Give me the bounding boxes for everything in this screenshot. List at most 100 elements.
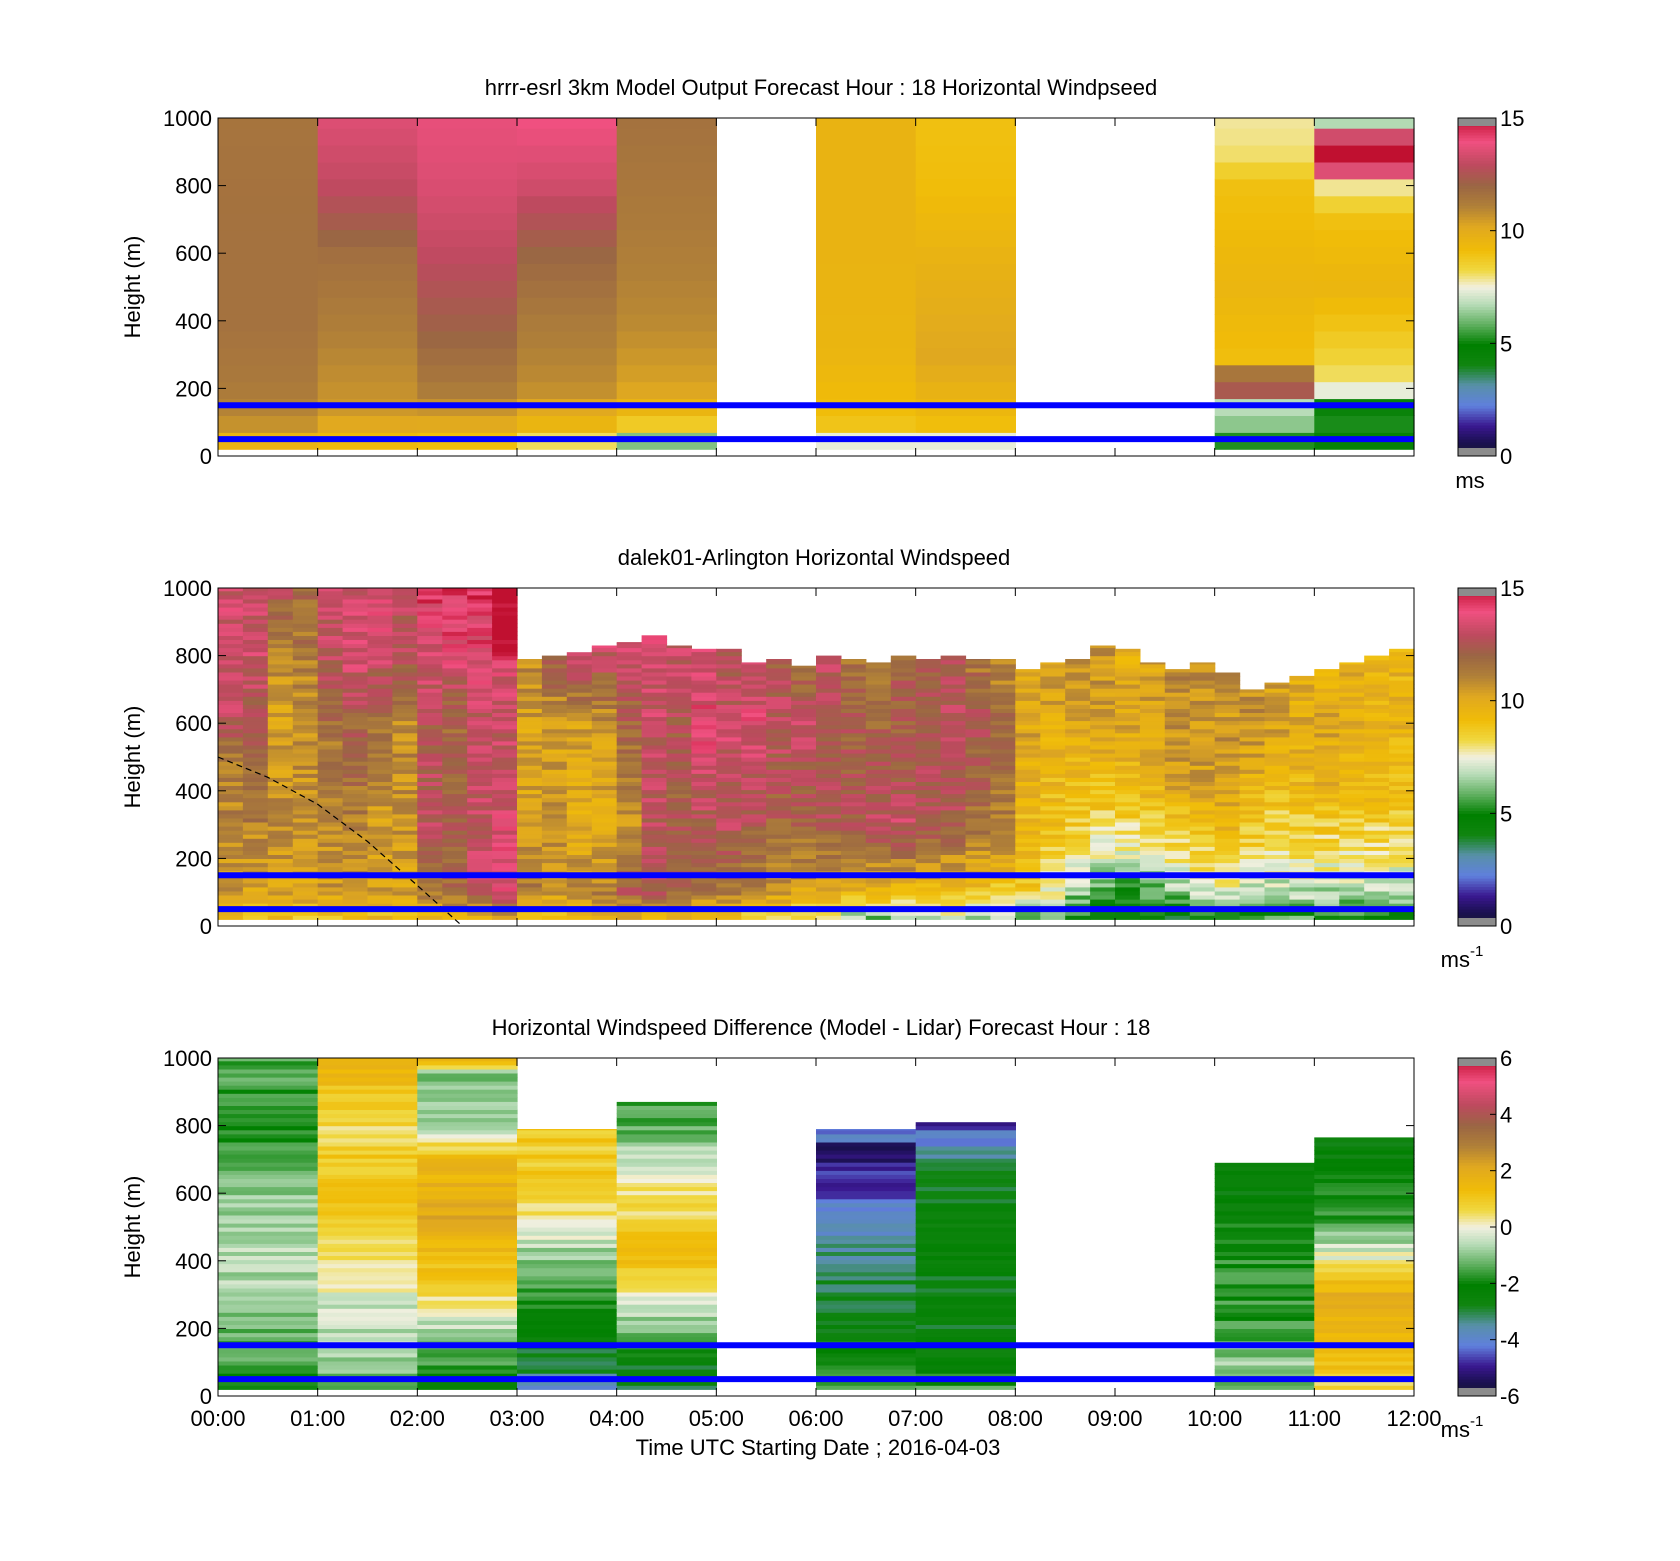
heatmap-cell bbox=[616, 1304, 717, 1309]
heatmap-cell bbox=[1314, 1263, 1415, 1269]
heatmap-cell bbox=[1115, 785, 1141, 791]
heatmap-cell bbox=[766, 659, 792, 665]
heatmap-cell bbox=[691, 773, 717, 778]
heatmap-cell bbox=[342, 858, 369, 864]
heatmap-cell bbox=[591, 692, 618, 697]
heatmap-cell bbox=[541, 712, 568, 718]
colorbar-segment bbox=[1458, 709, 1496, 713]
heatmap-cell bbox=[840, 728, 867, 734]
heatmap-cell bbox=[317, 830, 344, 835]
heatmap-cell bbox=[666, 890, 692, 896]
colorbar-segment bbox=[1458, 1272, 1496, 1276]
heatmap-cell bbox=[492, 615, 518, 620]
heatmap-cell bbox=[816, 1198, 917, 1204]
heatmap-cell bbox=[367, 769, 393, 774]
heatmap-cell bbox=[915, 858, 942, 864]
heatmap-cell bbox=[1090, 899, 1116, 904]
heatmap-cell bbox=[666, 797, 692, 803]
heatmap-cell bbox=[616, 1283, 717, 1289]
heatmap-cell bbox=[417, 1129, 518, 1135]
heatmap-cell bbox=[616, 1312, 717, 1317]
heatmap-cell bbox=[816, 834, 842, 839]
heatmap-cell bbox=[1214, 821, 1241, 827]
heatmap-cell bbox=[317, 663, 344, 669]
colorbar-segment bbox=[1458, 1108, 1496, 1113]
heatmap-cell bbox=[417, 1178, 518, 1183]
heatmap-cell bbox=[1289, 736, 1315, 742]
heatmap-cell bbox=[492, 890, 518, 896]
heatmap-cell bbox=[467, 878, 493, 884]
heatmap-cell bbox=[218, 594, 244, 600]
heatmap-cell bbox=[267, 903, 294, 908]
heatmap-cell bbox=[367, 720, 393, 726]
heatmap-cell bbox=[915, 704, 942, 709]
heatmap-cell bbox=[816, 659, 842, 665]
colorbar-segment bbox=[1458, 1348, 1496, 1352]
heatmap-cell bbox=[242, 797, 269, 803]
heatmap-cell bbox=[1264, 732, 1290, 738]
heatmap-cell bbox=[1139, 696, 1166, 701]
heatmap-cell bbox=[616, 655, 643, 661]
heatmap-cell bbox=[741, 838, 767, 843]
colorbar-segment bbox=[1458, 1356, 1496, 1360]
y-tick-label: 600 bbox=[175, 711, 212, 736]
heatmap-cell bbox=[218, 1373, 319, 1378]
heatmap-cell bbox=[1189, 785, 1216, 791]
heatmap-cell bbox=[517, 736, 543, 742]
heatmap-cell bbox=[317, 1194, 418, 1200]
heatmap-cell bbox=[990, 911, 1016, 916]
heatmap-cell bbox=[1090, 846, 1116, 851]
heatmap-cell bbox=[517, 777, 543, 782]
heatmap-cell bbox=[317, 704, 344, 709]
heatmap-cell bbox=[1115, 781, 1141, 786]
heatmap-cell bbox=[517, 1129, 618, 1131]
heatmap-cell bbox=[267, 830, 294, 835]
heatmap-cell bbox=[1115, 911, 1141, 916]
heatmap-cell bbox=[1339, 724, 1365, 730]
heatmap-cell bbox=[218, 1267, 319, 1273]
heatmap-cell bbox=[1339, 765, 1365, 770]
y-tick-label: 0 bbox=[200, 914, 212, 939]
heatmap-cell bbox=[915, 728, 942, 734]
heatmap-cell bbox=[392, 619, 418, 624]
heatmap-cell bbox=[417, 347, 518, 366]
heatmap-cell bbox=[940, 801, 967, 807]
heatmap-cell bbox=[267, 716, 294, 722]
heatmap-cell bbox=[1090, 704, 1116, 709]
heatmap-cell bbox=[1189, 667, 1216, 673]
heatmap-cell bbox=[616, 1271, 717, 1277]
heatmap-cell bbox=[1139, 862, 1166, 868]
heatmap-cell bbox=[417, 675, 443, 681]
heatmap-cell bbox=[566, 720, 593, 726]
heatmap-cell bbox=[616, 911, 643, 916]
heatmap-cell bbox=[417, 330, 518, 349]
heatmap-cell bbox=[641, 667, 668, 673]
heatmap-cell bbox=[442, 801, 468, 807]
heatmap-cell bbox=[791, 728, 817, 734]
heatmap-cell bbox=[442, 684, 468, 689]
heatmap-cell bbox=[1214, 1174, 1315, 1179]
heatmap-cell bbox=[965, 671, 991, 677]
heatmap-cell bbox=[1314, 716, 1340, 722]
heatmap-cell bbox=[267, 781, 294, 786]
heatmap-cell bbox=[317, 1291, 418, 1297]
heatmap-cell bbox=[741, 712, 767, 718]
heatmap-cell bbox=[367, 732, 393, 738]
heatmap-cell bbox=[1364, 915, 1390, 920]
heatmap-cell bbox=[1189, 809, 1216, 815]
heatmap-cell bbox=[566, 866, 593, 872]
heatmap-cell bbox=[442, 736, 468, 742]
colorbar-segment bbox=[1458, 745, 1496, 750]
heatmap-cell bbox=[940, 809, 967, 815]
heatmap-cell bbox=[442, 748, 468, 754]
heatmap-cell bbox=[766, 838, 792, 843]
heatmap-cell bbox=[1015, 781, 1041, 786]
heatmap-cell bbox=[890, 886, 917, 892]
heatmap-cell bbox=[1214, 1178, 1315, 1183]
heatmap-cell bbox=[242, 862, 269, 868]
heatmap-cell bbox=[1189, 858, 1216, 864]
heatmap-cell bbox=[317, 1312, 418, 1317]
heatmap-cell bbox=[915, 785, 942, 791]
heatmap-cell bbox=[616, 1125, 717, 1131]
heatmap-cell bbox=[292, 663, 319, 669]
